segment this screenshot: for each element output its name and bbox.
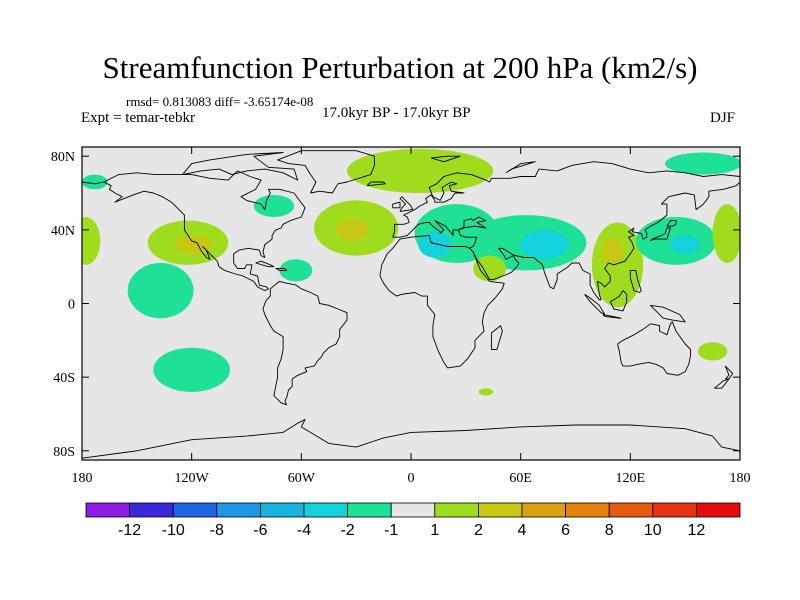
y-axis: 80N 40N 0 40S 80S <box>51 150 740 460</box>
colorbar-swatch <box>521 502 566 518</box>
colorbar-swatch <box>303 502 348 518</box>
coastline <box>277 150 375 194</box>
colorbar-label: -2 <box>340 522 354 539</box>
stats-line: rmsd= 0.813083 diff= -3.65174e-08 <box>126 94 314 109</box>
anomaly-arctic-pacific <box>82 174 108 190</box>
y-tick-label: 40S <box>53 371 75 386</box>
colorbar-label: -6 <box>253 522 267 539</box>
anomaly-west-america-core <box>175 235 212 254</box>
anomaly-bering <box>665 152 740 175</box>
colorbar-swatch <box>608 502 654 518</box>
coastline <box>650 227 671 242</box>
colorbar-swatch <box>652 502 697 518</box>
y-tick-label: 80S <box>53 445 75 460</box>
anomaly-north-pacific-east <box>82 216 101 265</box>
colorbar: -12 -10 -8 -6 -4 -2 -1 1 2 4 6 8 10 12 <box>85 502 741 539</box>
coastline <box>182 152 299 181</box>
coastline <box>602 314 622 319</box>
coastline <box>399 196 414 212</box>
coastline <box>82 419 740 459</box>
colorbar-swatch <box>129 502 174 518</box>
coastline <box>714 378 730 389</box>
map-title: Streamfunction Perturbation at 200 hPa (… <box>102 50 698 85</box>
colorbar-label: -4 <box>297 522 311 539</box>
coastline <box>430 155 461 163</box>
colorbar-label: -8 <box>210 522 224 539</box>
anomaly-tasman <box>697 342 728 361</box>
x-axis: 180 120W 60W 0 60E 120E 180 <box>72 147 751 486</box>
coastline <box>379 234 505 369</box>
colorbar-swatch <box>565 502 610 518</box>
map-background <box>82 147 740 460</box>
coastline <box>392 181 740 301</box>
colorbar-swatch <box>259 502 305 518</box>
x-tick-label: 180 <box>72 471 93 486</box>
coastline <box>584 293 606 315</box>
colorbar-label: 2 <box>474 522 483 539</box>
anomaly-hudson-bay <box>253 194 295 217</box>
period-label: 17.0kyr BP - 17.0kyr BP <box>322 105 471 121</box>
coastline <box>629 269 642 293</box>
coastline <box>617 321 692 376</box>
anomaly-arabia <box>473 255 507 282</box>
coastline <box>103 170 306 292</box>
anomaly-tropical-pacific <box>127 262 194 319</box>
coastline <box>255 260 275 268</box>
anomaly-south-indian <box>478 388 494 396</box>
colorbar-label: -10 <box>162 522 185 539</box>
coastline <box>505 161 536 174</box>
anomaly-mediterranean-core <box>418 231 452 258</box>
coastline <box>366 181 386 187</box>
colorbar-swatch <box>390 502 436 518</box>
y-tick-label: 80N <box>51 150 75 165</box>
anomaly-south-pacific <box>153 347 231 392</box>
coastline <box>82 181 104 185</box>
colorbar-swatch <box>85 502 130 518</box>
colorbar-label: 8 <box>605 522 614 539</box>
season-label: DJF <box>710 110 736 126</box>
anomaly-caribbean <box>279 259 313 282</box>
colorbar-label: -1 <box>384 522 398 539</box>
colorbar-label: 10 <box>644 522 662 539</box>
x-tick-label: 60E <box>509 471 532 486</box>
anomaly-greenland-arctic <box>347 148 494 194</box>
x-tick-label: 60W <box>288 471 316 486</box>
anomaly-east-asia-core <box>601 239 624 265</box>
colorbar-label: -12 <box>118 522 141 539</box>
experiment-label: Expt = temar-tebkr <box>81 110 195 126</box>
colorbar-swatch <box>434 502 479 518</box>
coastline <box>275 268 288 271</box>
anomaly-nw-pacific-core <box>670 235 700 254</box>
coastline <box>392 201 401 209</box>
anomaly-north-atlantic-core <box>336 218 369 241</box>
coastline <box>490 325 503 350</box>
colorbar-label: 12 <box>688 522 706 539</box>
coastline <box>609 290 628 312</box>
anomaly-ne-pacific <box>712 204 740 263</box>
x-tick-label: 0 <box>408 471 415 486</box>
coastline <box>650 304 686 323</box>
colorbar-swatch <box>216 502 261 518</box>
x-tick-label: 120W <box>175 471 210 486</box>
y-tick-label: 0 <box>68 298 75 313</box>
colorbar-swatch <box>696 502 741 518</box>
colorbar-swatch <box>347 502 392 518</box>
map-panel: 180 120W 60W 0 60E 120E 180 80N 40N 0 40S 80S <box>51 146 751 486</box>
colorbar-label: 4 <box>518 522 527 539</box>
coastline-layer <box>82 150 740 459</box>
colorbar-swatch <box>477 502 523 518</box>
coastline <box>262 280 348 406</box>
colorbar-label: 1 <box>430 522 439 539</box>
coastline <box>666 220 677 227</box>
y-tick-label: 40N <box>51 224 75 239</box>
x-tick-label: 180 <box>730 471 751 486</box>
colorbar-label: 6 <box>561 522 570 539</box>
colorbar-swatch <box>172 502 218 518</box>
anomaly-central-asia-core <box>520 229 569 260</box>
coastline <box>392 161 740 238</box>
x-tick-label: 120E <box>616 471 646 486</box>
